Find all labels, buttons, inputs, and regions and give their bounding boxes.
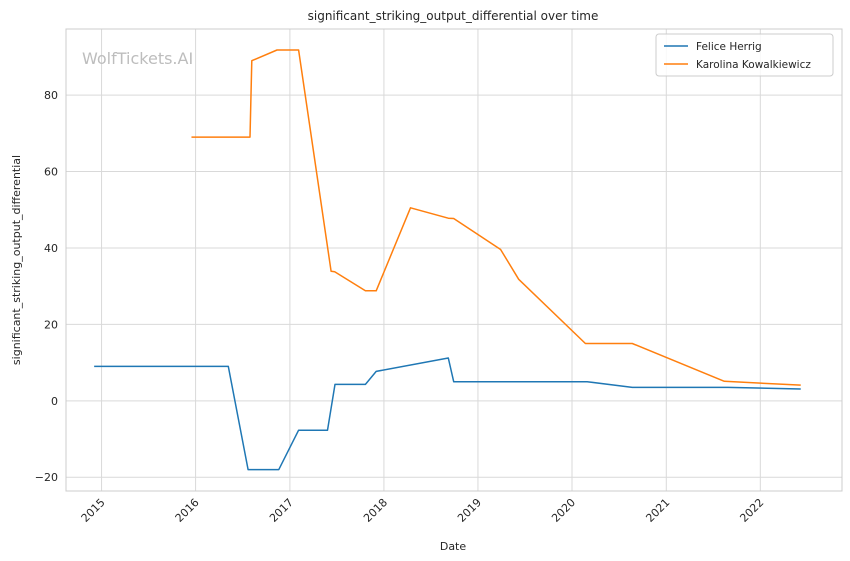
series-line-karolina-kowalkiewicz [191, 49, 801, 386]
series-line-felice-herrig [94, 357, 801, 471]
y-tick-label: 60 [44, 166, 58, 179]
y-axis-ticks: −20 0 20 40 60 80 [35, 89, 58, 484]
x-axis-title: Date [440, 540, 467, 553]
plot-area [65, 28, 843, 492]
legend-label-karolina-kowalkiewicz: Karolina Kowalkiewicz [696, 59, 811, 71]
grid [66, 29, 842, 491]
y-tick-label: −20 [35, 471, 58, 484]
y-tick-label: 80 [44, 89, 58, 102]
chart-title: significant_striking_output_differential… [308, 9, 599, 23]
y-tick-label: 20 [44, 318, 58, 331]
legend: Felice Herrig Karolina Kowalkiewicz [655, 33, 834, 77]
y-axis-title: significant_striking_output_differential [10, 155, 23, 365]
y-tick-label: 40 [44, 242, 58, 255]
legend-box [655, 33, 834, 77]
y-tick-label: 0 [51, 395, 58, 408]
legend-label-felice-herrig: Felice Herrig [696, 41, 762, 53]
watermark-text: WolfTickets.AI [82, 49, 193, 68]
series-lines [94, 49, 801, 471]
